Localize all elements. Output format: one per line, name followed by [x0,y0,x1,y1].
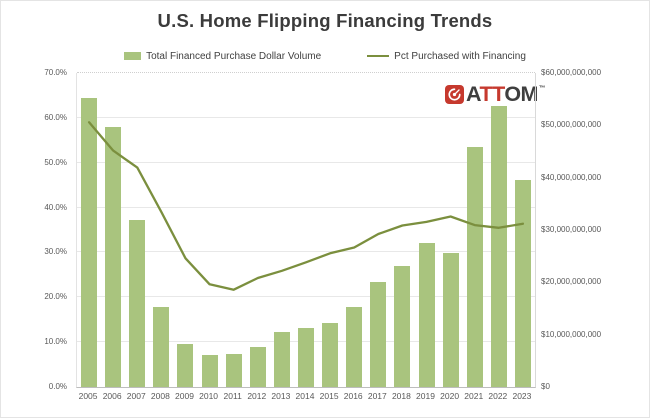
x-label-2008: 2008 [150,391,170,401]
left-axis-label-30: 30.0% [44,247,67,257]
attom-trademark: ™ [538,85,546,92]
x-label-2020: 2020 [440,391,460,401]
left-axis-label-40: 40.0% [44,202,67,212]
left-axis-label-0: 0.0% [48,382,67,391]
gridline-40pct [77,206,535,208]
bar-2014 [298,328,314,387]
x-label-2006: 2006 [102,391,122,401]
right-axis-label-50B: $50,000,000,000 [541,120,602,130]
bar-2005 [81,98,98,387]
bar-2008 [153,307,170,387]
bar-2006 [105,126,122,387]
legend-label-line: Pct Purchased with Financing [394,50,526,62]
bar-2018 [394,266,411,387]
bar-2009 [177,344,194,387]
bar-2016 [346,306,363,387]
bar-2011 [225,354,242,387]
x-label-2019: 2019 [416,391,435,401]
right-axis-label-10B: $10,000,000,000 [541,329,602,339]
left-axis-label-20: 20.0% [44,292,67,302]
bar-2010 [201,354,218,387]
bar-2013 [273,332,290,387]
legend-item-bars: Total Financed Purchase Dollar Volume [124,51,321,62]
x-label-2013: 2013 [271,391,291,401]
right-axis-label-40B: $40,000,000,000 [541,172,602,182]
bar-2021 [466,147,483,387]
x-label-2010: 2010 [199,391,219,401]
left-axis-label-10: 10.0% [44,337,67,347]
gridline-50pct [77,161,535,163]
bar-swatch-icon [124,52,142,60]
attom-swirl-icon [448,88,461,101]
legend: Total Financed Purchase Dollar Volume Pc… [1,48,649,64]
legend-item-line: Pct Purchased with Financing [367,51,526,62]
bar-2007 [129,219,146,387]
bar-2012 [249,347,266,387]
bar-2015 [322,322,339,387]
bar-2023 [514,179,531,387]
x-label-2011: 2011 [223,391,242,401]
attom-logo-text: ATTOM [466,82,538,106]
bar-2017 [370,282,387,387]
x-label-2021: 2021 [464,391,484,401]
x-label-2017: 2017 [367,391,387,401]
gridline-70pct [77,72,535,73]
attom-tt-red: TT [479,82,505,106]
x-label-2022: 2022 [488,391,508,401]
x-label-2023: 2023 [512,391,532,401]
attom-logo-icon [445,85,464,104]
left-axis-label-60: 60.0% [44,112,67,122]
x-label-2018: 2018 [391,391,411,401]
gridline-60pct [77,116,535,118]
legend-label-bars: Total Financed Purchase Dollar Volume [146,50,322,62]
right-axis-label-20B: $20,000,000,000 [541,277,602,287]
bar-2022 [490,105,507,387]
x-label-2009: 2009 [175,391,194,401]
x-label-2005: 2005 [78,391,98,401]
right-axis-label-60B: $60,000,000,000 [541,68,602,77]
attom-logo: ATTOM ™ [445,83,545,105]
page-title: U.S. Home Flipping Financing Trends [157,10,493,31]
pct-financed-trendline [87,121,525,291]
left-axis-label-70: 70.0% [44,68,67,77]
gridline-30pct [77,251,535,253]
x-label-2007: 2007 [126,391,146,401]
bar-2020 [442,253,459,387]
left-axis-label-50: 50.0% [44,157,67,167]
bar-2019 [418,243,435,387]
x-label-2016: 2016 [343,391,363,401]
right-axis-label-30B: $30,000,000,000 [541,225,602,234]
x-label-2012: 2012 [247,391,267,401]
x-label-2014: 2014 [295,391,315,401]
gridline-20pct [77,296,535,298]
plot-area [76,72,536,388]
right-axis-label-0B: $0 [541,382,550,391]
line-swatch-icon [367,55,390,57]
x-label-2015: 2015 [319,391,339,401]
